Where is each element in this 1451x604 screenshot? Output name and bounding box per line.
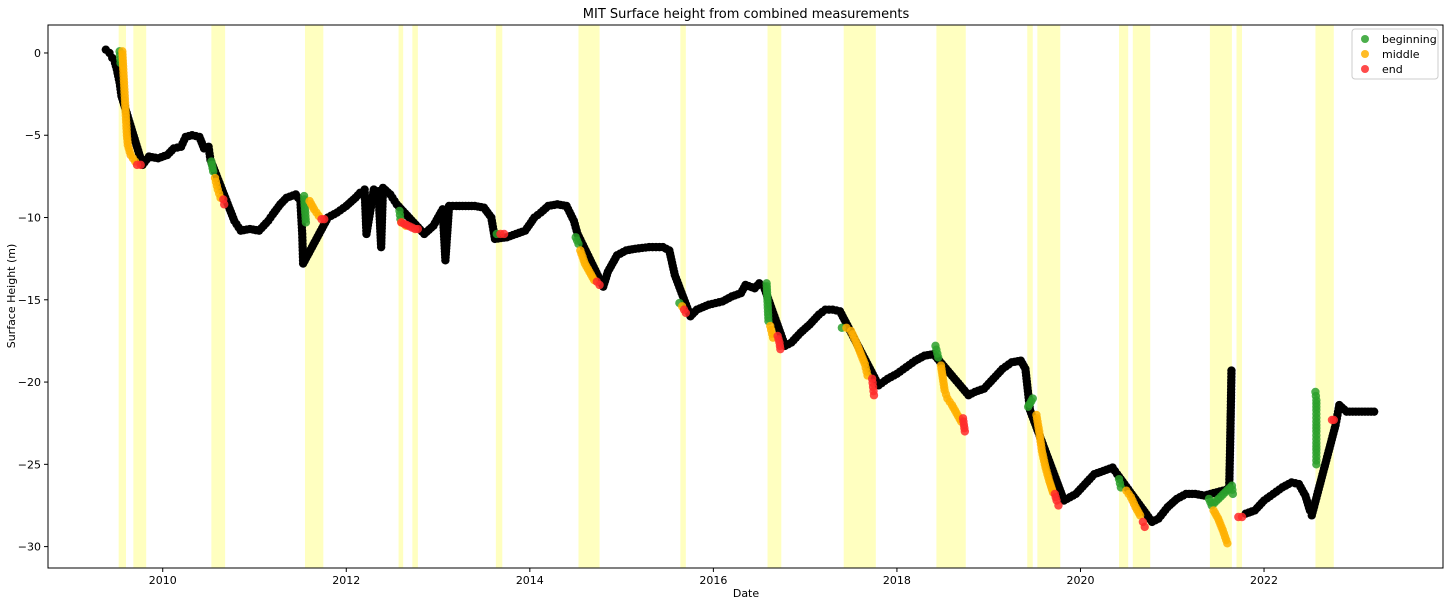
shaded-period-12 — [1027, 25, 1033, 568]
legend-box — [1351, 28, 1439, 80]
x-axis-ticks: 2010 2012 2014 2016 2018 2020 2022 — [149, 568, 1278, 587]
end-point — [1140, 522, 1149, 532]
end-point — [320, 214, 329, 224]
end-point — [1237, 512, 1247, 522]
end-point — [776, 344, 785, 354]
y-tick-label: −10 — [18, 212, 41, 225]
beginning-point — [301, 218, 311, 227]
legend-label-middle: middle — [1382, 48, 1420, 61]
end-point — [136, 160, 145, 170]
shaded-period-3 — [304, 25, 324, 568]
legend: beginning middle end — [1351, 28, 1439, 80]
y-axis-ticks: 0 −5 −10 −15 −20 −25 −30 — [18, 47, 48, 554]
end-point — [869, 391, 879, 400]
end-point — [499, 229, 509, 239]
shaded-period-14 — [1119, 25, 1129, 568]
x-tick-label: 2018 — [883, 574, 911, 587]
middle-point — [1135, 511, 1145, 520]
beginning-point — [1228, 489, 1238, 499]
end-point — [1054, 501, 1063, 510]
y-tick-label: −25 — [18, 458, 41, 471]
shaded-period-15 — [1132, 25, 1151, 568]
shaded-period-2 — [211, 25, 226, 568]
shaded-period-17 — [1236, 25, 1243, 568]
x-tick-label: 2016 — [699, 574, 727, 587]
beginning-point — [574, 239, 583, 249]
legend-label-beginning: beginning — [1382, 33, 1437, 46]
background-point — [1369, 407, 1379, 416]
y-tick-label: 0 — [34, 47, 41, 60]
legend-label-end: end — [1382, 63, 1403, 76]
shaded-period-6 — [495, 25, 503, 568]
end-point — [413, 224, 423, 234]
legend-marker-end — [1361, 65, 1369, 73]
shaded-period-7 — [578, 25, 600, 568]
plot-frame — [47, 24, 1444, 569]
end-point — [220, 200, 229, 209]
x-tick-label: 2012 — [332, 574, 360, 587]
beginning-point — [208, 167, 218, 176]
beginning-point — [1028, 394, 1037, 403]
series-end — [132, 160, 1338, 532]
chart-title: MIT Surface height from combined measure… — [583, 7, 910, 22]
legend-marker-middle — [1361, 50, 1369, 58]
legend-marker-beginning — [1361, 35, 1369, 43]
shaded-period-11 — [936, 25, 966, 568]
x-tick-label: 2010 — [149, 574, 177, 587]
data-points — [101, 45, 1379, 548]
end-point — [1329, 415, 1338, 425]
y-axis-label: Surface Height (m) — [5, 244, 18, 349]
shaded-period-10 — [843, 25, 876, 568]
y-tick-label: −5 — [25, 129, 41, 142]
shaded-period-4 — [398, 25, 404, 568]
end-point — [595, 280, 604, 290]
x-tick-label: 2022 — [1250, 574, 1278, 587]
background-point — [1227, 366, 1236, 375]
y-tick-label: −20 — [18, 376, 41, 389]
series-background — [101, 45, 1379, 527]
x-tick-label: 2020 — [1066, 574, 1094, 587]
middle-point — [1223, 539, 1232, 548]
x-axis-label: Date — [733, 587, 760, 600]
shaded-period-0 — [118, 25, 127, 568]
shaded-period-5 — [412, 25, 418, 568]
x-tick-label: 2014 — [516, 574, 544, 587]
y-tick-label: −15 — [18, 294, 41, 307]
y-tick-label: −30 — [18, 541, 41, 554]
beginning-point — [934, 353, 943, 362]
beginning-point — [1312, 460, 1321, 469]
end-point — [960, 427, 970, 436]
end-point — [681, 308, 691, 318]
shaded-period-1 — [133, 25, 147, 568]
shaded-period-9 — [767, 25, 782, 568]
